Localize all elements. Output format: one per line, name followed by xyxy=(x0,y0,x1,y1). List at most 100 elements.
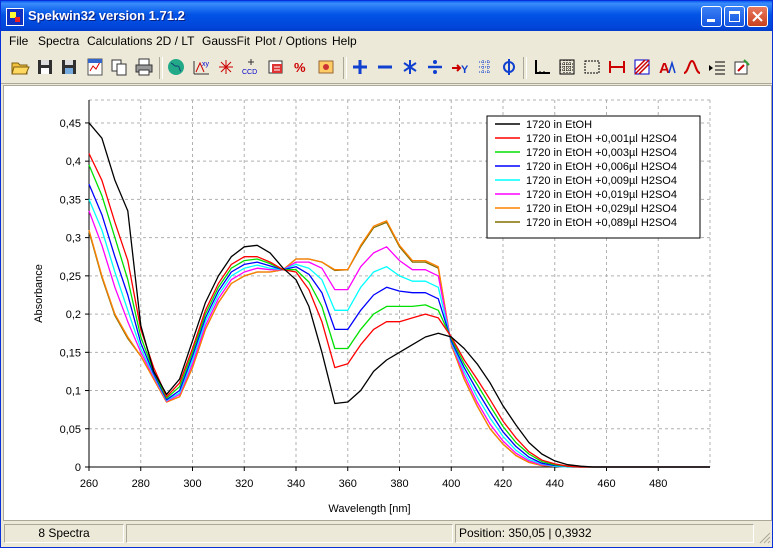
divide-icon[interactable] xyxy=(425,57,445,77)
y-tick-label: 0,25 xyxy=(60,271,81,283)
close-icon xyxy=(748,7,767,26)
svg-text:A: A xyxy=(659,60,670,77)
open-icon[interactable] xyxy=(10,57,30,77)
spectra-chart[interactable]: 260 280 300 320 340 360 380 400 420 440 460 480 0 0,0… xyxy=(4,86,771,520)
plot-area[interactable]: 260 280 300 320 340 360 380 400 420 440 460 480 0 0,0… xyxy=(3,85,772,521)
title-bar[interactable]: Spekwin32 version 1.71.2 xyxy=(1,1,772,31)
legend-box xyxy=(486,115,701,239)
y-tick-label: 0,3 xyxy=(66,233,81,245)
multiply-icon[interactable] xyxy=(400,57,420,77)
x-tick-label: 280 xyxy=(132,478,150,490)
legend-label: 1720 in EtOH xyxy=(526,119,592,131)
percent-icon[interactable]: % xyxy=(291,57,311,77)
svg-text:CCD: CCD xyxy=(242,69,257,76)
menu-help[interactable]: Help xyxy=(332,34,357,48)
peak-a-icon[interactable]: A xyxy=(657,57,677,77)
phi-icon[interactable] xyxy=(499,57,519,77)
status-middle-panel xyxy=(126,524,453,543)
menu-2d-lt[interactable]: 2D / LT xyxy=(156,34,195,48)
maximize-icon xyxy=(725,7,744,26)
svg-text:Y: Y xyxy=(461,64,469,76)
menu-plot-options[interactable]: Plot / Options xyxy=(255,34,328,48)
save-icon[interactable] xyxy=(35,57,55,77)
legend-label: 1720 in EtOH +0,001µl H2SO4 xyxy=(526,133,677,145)
y-axis-label: Absorbance xyxy=(33,264,45,323)
x-tick-label: 480 xyxy=(649,478,667,490)
svg-text:%: % xyxy=(294,60,306,75)
copy-icon[interactable] xyxy=(109,57,129,77)
toolbar-separator xyxy=(523,57,527,79)
y-tick-label: 0,1 xyxy=(66,386,81,398)
status-spectra-count: 8 Spectra xyxy=(4,524,124,543)
list-icon[interactable] xyxy=(707,57,727,77)
grid-icon[interactable] xyxy=(557,57,577,77)
grid-dots-icon[interactable] xyxy=(475,57,495,77)
menu-file[interactable]: File xyxy=(9,34,29,48)
peak-icon[interactable] xyxy=(682,57,702,77)
range-icon[interactable] xyxy=(607,57,627,77)
legend-label: 1720 in EtOH +0,003µl H2SO4 xyxy=(526,147,677,159)
y-tick-label: 0 xyxy=(75,462,81,474)
series-line xyxy=(88,199,710,468)
x-tick-label: 340 xyxy=(287,478,305,490)
y-tick-label: 0,4 xyxy=(66,156,81,168)
app-icon[interactable] xyxy=(6,8,24,26)
toolbar-separator xyxy=(343,57,347,79)
camera-icon[interactable] xyxy=(316,57,336,77)
menu-spectra[interactable]: Spectra xyxy=(38,34,80,48)
subtract-icon[interactable] xyxy=(375,57,395,77)
legend-label: 1720 in EtOH +0,019µl H2SO4 xyxy=(526,189,677,201)
transform-icon[interactable]: Y xyxy=(450,57,470,77)
legend: 1720 in EtOH 1720 in EtOH +0,001µl H2SO4 1… xyxy=(486,115,701,239)
menu-gaussfit[interactable]: GaussFit xyxy=(202,34,251,48)
window-title: Spekwin32 version 1.71.2 xyxy=(28,8,185,23)
save-as-icon[interactable] xyxy=(59,57,79,77)
x-tick-label: 260 xyxy=(80,478,98,490)
settings-icon[interactable] xyxy=(732,57,752,77)
y-tick-label: 0,05 xyxy=(60,424,81,436)
minimize-button[interactable] xyxy=(701,6,722,27)
peak-marker-icon[interactable] xyxy=(216,57,236,77)
series-line xyxy=(88,122,710,468)
axis-icon[interactable] xyxy=(532,57,552,77)
legend-label: 1720 in EtOH +0,029µl H2SO4 xyxy=(526,203,677,215)
maximize-button[interactable] xyxy=(724,6,745,27)
y-tick-label: 0,45 xyxy=(60,118,81,130)
y-tick-label: 0,2 xyxy=(66,309,81,321)
import-icon[interactable] xyxy=(266,57,286,77)
menu-calculations[interactable]: Calculations xyxy=(87,34,153,48)
x-tick-label: 380 xyxy=(390,478,408,490)
legend-label: 1720 in EtOH +0,006µl H2SO4 xyxy=(526,161,677,173)
resize-grip-icon[interactable] xyxy=(758,531,771,544)
toolbar: xy CCD % Y A xyxy=(1,51,772,84)
menu-bar: File Spectra Calculations 2D / LT GaussF… xyxy=(1,31,772,51)
ccd-icon[interactable]: CCD xyxy=(241,57,261,77)
x-axis-label: Wavelength [nm] xyxy=(328,503,410,515)
x-tick-label: 440 xyxy=(546,478,564,490)
x-tick-label: 400 xyxy=(442,478,460,490)
legend-label: 1720 in EtOH +0,009µl H2SO4 xyxy=(526,175,677,187)
globe-icon[interactable] xyxy=(166,57,186,77)
minimize-icon xyxy=(702,7,721,26)
export-icon[interactable] xyxy=(85,57,105,77)
svg-text:xy: xy xyxy=(202,61,210,68)
series-line xyxy=(88,153,710,468)
close-button[interactable] xyxy=(747,6,768,27)
y-tick-label: 0,15 xyxy=(60,347,81,359)
x-tick-label: 300 xyxy=(183,478,201,490)
add-icon[interactable] xyxy=(350,57,370,77)
x-tick-label: 320 xyxy=(235,478,253,490)
status-bar: 8 Spectra Position: 350,05 | 0,3932 xyxy=(1,521,772,547)
x-tick-label: 460 xyxy=(597,478,615,490)
status-cursor-position: Position: 350,05 | 0,3932 xyxy=(455,524,754,543)
print-icon[interactable] xyxy=(134,57,154,77)
legend-label: 1720 in EtOH +0,089µl H2SO4 xyxy=(526,217,677,229)
x-tick-label: 420 xyxy=(494,478,512,490)
frame-icon[interactable] xyxy=(582,57,602,77)
series-line xyxy=(88,210,710,468)
toolbar-separator xyxy=(159,57,163,79)
hatch-icon[interactable] xyxy=(632,57,652,77)
x-tick-label: 360 xyxy=(339,478,357,490)
peak-label-icon[interactable]: xy xyxy=(191,57,211,77)
